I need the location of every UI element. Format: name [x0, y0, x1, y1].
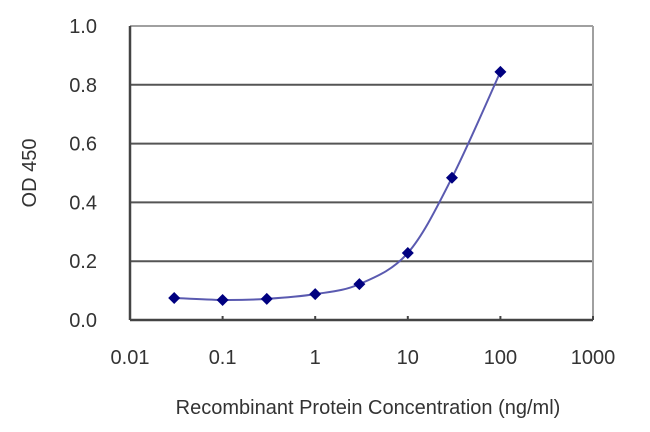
x-axis-title: Recombinant Protein Concentration (ng/ml…	[176, 397, 561, 419]
y-tick-label: 0.0	[69, 310, 97, 332]
data-point-diamond	[309, 288, 322, 301]
y-tick-label: 1.0	[69, 16, 97, 38]
x-tick-label: 0.1	[209, 347, 237, 369]
x-axis-ticks: 0.01 0.1 1 10 100 1000	[111, 316, 616, 369]
y-tick-label: 0.6	[69, 134, 97, 156]
data-point-diamond	[216, 294, 229, 307]
x-tick-label: 100	[484, 347, 517, 369]
x-tick-label: 10	[397, 347, 419, 369]
data-point-diamond	[494, 65, 507, 78]
y-axis-title: OD 450	[19, 139, 41, 208]
series-line	[174, 71, 502, 302]
data-point-diamond	[353, 278, 366, 291]
data-point-diamond	[445, 171, 458, 184]
data-point-diamond	[168, 291, 181, 304]
x-tick-label: 1	[310, 347, 321, 369]
gridlines	[130, 83, 593, 263]
data-point-diamond	[260, 292, 273, 305]
data-point-diamond	[401, 246, 414, 259]
x-tick-label: 0.01	[111, 347, 150, 369]
y-axis-ticks: 0.0 0.2 0.4 0.6 0.8 1.0	[69, 16, 97, 332]
x-tick-label: 1000	[571, 347, 616, 369]
y-tick-label: 0.4	[69, 192, 97, 214]
y-tick-label: 0.8	[69, 75, 97, 97]
data-series	[168, 65, 507, 307]
plot-area	[128, 25, 594, 322]
y-tick-label: 0.2	[69, 251, 97, 273]
